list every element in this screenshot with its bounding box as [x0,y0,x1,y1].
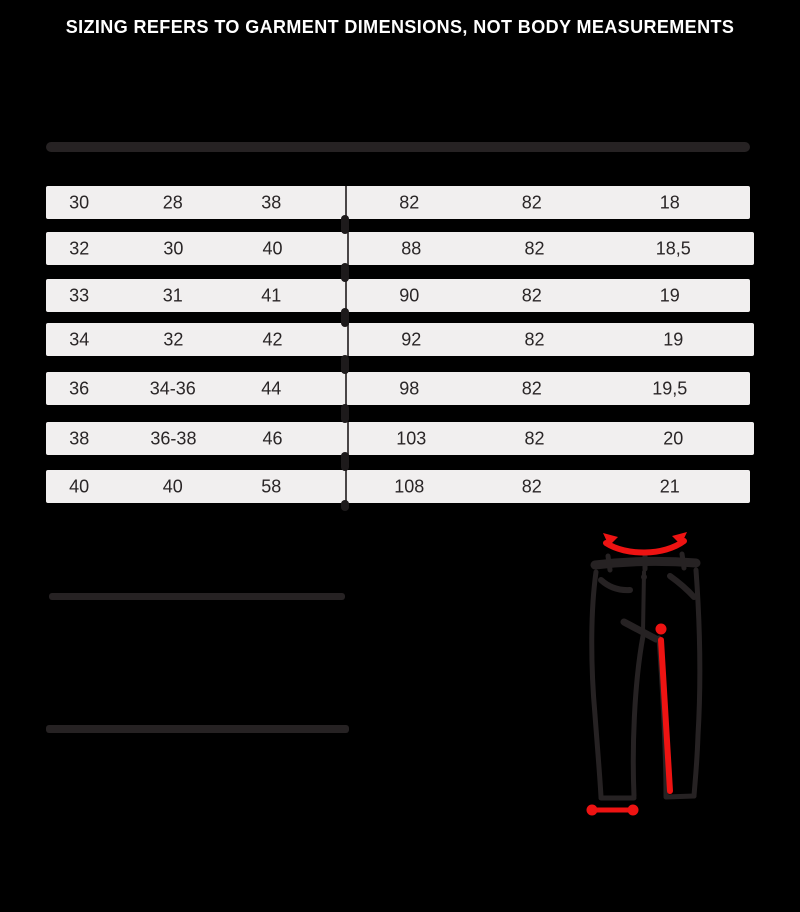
pants-outline [589,551,703,801]
table-row: 36 34-36 44 98 82 19,5 [46,372,750,405]
table-cell: 103 [396,428,427,448]
table-cell: 41 [261,285,282,305]
table-cell: 38 [69,428,90,448]
table-cell: 19 [659,285,680,305]
table-cell: 36-38 [150,428,197,448]
table-cell: 82 [524,238,545,258]
table-row: 32 30 40 88 82 18,5 [46,232,754,265]
table-row: 30 28 38 82 82 18 [46,186,750,219]
table-cell: 32 [69,238,90,258]
table-cell: 82 [521,378,542,398]
table-cell: 82 [521,192,542,212]
table-cell: 82 [521,476,542,496]
table-row: 33 31 41 90 82 19 [46,279,750,312]
column-divider-line [345,372,348,405]
page-title: SIZING REFERS TO GARMENT DIMENSIONS, NOT… [65,17,735,37]
table-cell: 18,5 [655,238,691,258]
divider-dot [341,263,349,282]
pants-measurement-diagram [586,532,703,816]
table-cell: 90 [399,285,420,305]
table-cell: 38 [261,192,282,212]
table-cell: 92 [401,329,422,349]
table-cell: 44 [261,378,282,398]
table-cell: 20 [663,428,684,448]
column-divider-line [346,422,349,455]
table-cell: 18 [659,192,680,212]
divider-dot [341,404,349,423]
legend-rule-bar [49,593,345,600]
table-cell: 34-36 [149,378,196,398]
column-divider-line [346,232,349,265]
table-row: 38 36-38 46 103 82 20 [46,422,754,455]
table-cell: 30 [69,192,90,212]
table-row: 34 32 42 92 82 19 [46,323,754,356]
table-cell: 32 [163,329,184,349]
divider-dot [341,355,349,374]
table-cell: 40 [162,476,183,496]
leg-opening-line [586,804,639,816]
table-cell: 30 [163,238,184,258]
column-divider-line [346,323,349,356]
table-cell: 28 [162,192,183,212]
divider-dot [341,452,349,471]
table-cell: 33 [69,285,90,305]
table-header-bar [46,142,750,152]
divider-dot [341,215,349,234]
table-cell: 36 [69,378,90,398]
table-cell: 82 [524,329,545,349]
table-row: 40 40 58 108 82 21 [46,470,750,503]
legend-rule-bar [46,725,349,733]
column-divider-line [345,470,348,503]
divider-dot [341,500,349,511]
table-cell: 19,5 [652,378,688,398]
column-divider-line [345,186,348,219]
table-cell: 31 [162,285,183,305]
column-divider-line [345,279,348,312]
table-cell: 46 [262,428,283,448]
divider-dot [341,308,349,327]
table-cell: 21 [659,476,680,496]
table-cell: 58 [261,476,282,496]
table-cell: 82 [524,428,545,448]
waist-width-arrow [603,532,687,556]
table-cell: 88 [401,238,422,258]
table-cell: 82 [399,192,420,212]
table-cell: 19 [663,329,684,349]
table-cell: 82 [521,285,542,305]
inseam-length-line [655,623,673,794]
table-cell: 98 [399,378,420,398]
table-cell: 42 [262,329,283,349]
table-cell: 108 [394,476,425,496]
table-cell: 40 [262,238,283,258]
table-cell: 34 [69,329,90,349]
table-cell: 40 [69,476,90,496]
